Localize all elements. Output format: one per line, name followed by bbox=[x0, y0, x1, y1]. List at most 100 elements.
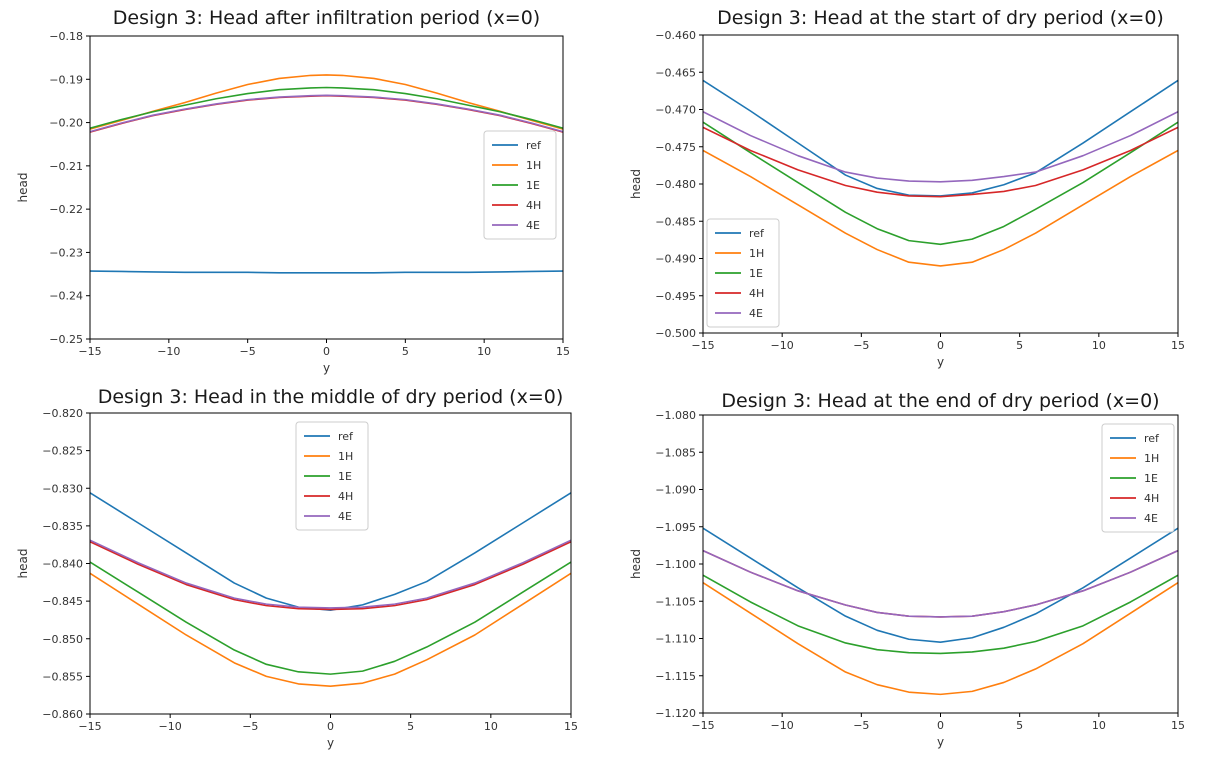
x-tick-label: 0 bbox=[323, 345, 330, 358]
chart-svg-4: Design 3: Head at the end of dry period … bbox=[629, 390, 1185, 749]
chart-panel-4: Design 3: Head at the end of dry period … bbox=[607, 382, 1207, 757]
legend-box bbox=[295, 421, 369, 531]
x-tick-label: 10 bbox=[484, 720, 498, 733]
x-tick-label: −15 bbox=[78, 720, 101, 733]
y-tick-label: −0.830 bbox=[42, 482, 83, 495]
legend-label-ref: ref bbox=[526, 139, 542, 152]
x-tick-label: −15 bbox=[691, 719, 714, 732]
y-axis-label: head bbox=[629, 169, 643, 199]
chart-svg-2: Design 3: Head at the start of dry perio… bbox=[629, 7, 1185, 369]
x-tick-label: −5 bbox=[853, 719, 869, 732]
series-line-1H bbox=[90, 74, 563, 130]
legend-box bbox=[1101, 423, 1175, 533]
series-line-4H bbox=[90, 540, 571, 611]
legend: ref 1H 1E 4H 4E bbox=[483, 130, 557, 240]
x-tick-label: 15 bbox=[1171, 719, 1185, 732]
x-tick-label: 0 bbox=[327, 720, 334, 733]
y-tick-label: −0.845 bbox=[42, 595, 83, 608]
legend-label-4E: 4E bbox=[749, 307, 763, 320]
y-axis-label: head bbox=[629, 549, 643, 579]
x-tick-label: −5 bbox=[240, 345, 256, 358]
series-line-4E bbox=[703, 111, 1178, 183]
x-tick-label: 15 bbox=[564, 720, 578, 733]
legend-label-1E: 1E bbox=[526, 179, 540, 192]
x-tick-label: −5 bbox=[242, 720, 258, 733]
y-tick-label: −0.460 bbox=[655, 29, 696, 42]
x-tick-label: 10 bbox=[1092, 719, 1106, 732]
y-tick-label: −0.465 bbox=[655, 66, 696, 79]
series-line-1E bbox=[703, 574, 1178, 655]
legend-label-ref: ref bbox=[1144, 432, 1160, 445]
x-tick-label: −10 bbox=[771, 339, 794, 352]
x-tick-label: 15 bbox=[1171, 339, 1185, 352]
series-line-1H bbox=[703, 581, 1178, 696]
chart-panel-2: Design 3: Head at the start of dry perio… bbox=[607, 0, 1207, 382]
x-tick-label: 10 bbox=[477, 345, 491, 358]
series-line-4E bbox=[90, 94, 563, 133]
series-line-4H bbox=[703, 549, 1178, 618]
legend-box bbox=[483, 130, 557, 240]
x-axis-label: y bbox=[937, 355, 944, 369]
series-line-ref bbox=[90, 270, 563, 274]
y-tick-label: −1.110 bbox=[655, 633, 696, 646]
y-tick-label: −0.19 bbox=[49, 73, 83, 86]
legend: ref 1H 1E 4H 4E bbox=[706, 218, 780, 328]
x-tick-label: −10 bbox=[159, 720, 182, 733]
chart-svg-1: Design 3: Head after infiltration period… bbox=[16, 7, 570, 375]
legend-label-ref: ref bbox=[338, 430, 354, 443]
y-tick-label: −0.475 bbox=[655, 141, 696, 154]
legend-label-4H: 4H bbox=[749, 287, 764, 300]
series-line-1H bbox=[90, 572, 571, 687]
x-axis-label: y bbox=[937, 735, 944, 749]
x-tick-label: 5 bbox=[402, 345, 409, 358]
chart-title: Design 3: Head in the middle of dry peri… bbox=[98, 386, 564, 408]
x-tick-label: −10 bbox=[771, 719, 794, 732]
series-line-4H bbox=[703, 126, 1178, 198]
legend-label-4H: 4H bbox=[338, 490, 353, 503]
y-tick-label: −0.825 bbox=[42, 445, 83, 458]
series-line-1E bbox=[703, 121, 1178, 246]
y-tick-label: −0.470 bbox=[655, 104, 696, 117]
x-tick-label: 15 bbox=[556, 345, 570, 358]
y-tick-label: −0.495 bbox=[655, 290, 696, 303]
legend-label-1H: 1H bbox=[1144, 452, 1159, 465]
y-tick-label: −1.100 bbox=[655, 558, 696, 571]
y-tick-label: −0.25 bbox=[49, 333, 83, 346]
y-tick-label: −0.855 bbox=[42, 670, 83, 683]
legend-label-1E: 1E bbox=[749, 267, 763, 280]
series-line-1H bbox=[703, 149, 1178, 267]
x-tick-label: 5 bbox=[407, 720, 414, 733]
y-tick-label: −1.080 bbox=[655, 409, 696, 422]
y-tick-label: −1.115 bbox=[655, 670, 696, 683]
y-tick-label: −0.485 bbox=[655, 215, 696, 228]
x-tick-label: 5 bbox=[1016, 719, 1023, 732]
series-line-ref bbox=[703, 527, 1178, 644]
legend-label-4H: 4H bbox=[1144, 492, 1159, 505]
y-tick-label: −0.850 bbox=[42, 633, 83, 646]
legend-label-4E: 4E bbox=[1144, 512, 1158, 525]
x-tick-label: −10 bbox=[157, 345, 180, 358]
legend-label-4E: 4E bbox=[338, 510, 352, 523]
series-line-1E bbox=[90, 86, 563, 129]
legend-label-1H: 1H bbox=[526, 159, 541, 172]
legend-label-4E: 4E bbox=[526, 219, 540, 232]
x-tick-label: 10 bbox=[1092, 339, 1106, 352]
x-tick-label: 0 bbox=[937, 339, 944, 352]
y-tick-label: −0.480 bbox=[655, 178, 696, 191]
chart-panel-1: Design 3: Head after infiltration period… bbox=[0, 0, 600, 382]
chart-panel-3: Design 3: Head in the middle of dry peri… bbox=[0, 382, 600, 757]
series-line-1E bbox=[90, 561, 571, 675]
y-tick-label: −1.085 bbox=[655, 446, 696, 459]
legend-label-1H: 1H bbox=[749, 247, 764, 260]
x-axis-label: y bbox=[327, 736, 334, 750]
x-tick-label: 0 bbox=[937, 719, 944, 732]
y-tick-label: −1.120 bbox=[655, 707, 696, 720]
y-tick-label: −1.090 bbox=[655, 484, 696, 497]
y-tick-label: −0.820 bbox=[42, 407, 83, 420]
y-tick-label: −1.105 bbox=[655, 595, 696, 608]
chart-title: Design 3: Head at the start of dry perio… bbox=[717, 7, 1164, 29]
y-tick-label: −0.20 bbox=[49, 117, 83, 130]
y-tick-label: −0.835 bbox=[42, 520, 83, 533]
y-tick-label: −0.22 bbox=[49, 203, 83, 216]
legend-label-1H: 1H bbox=[338, 450, 353, 463]
